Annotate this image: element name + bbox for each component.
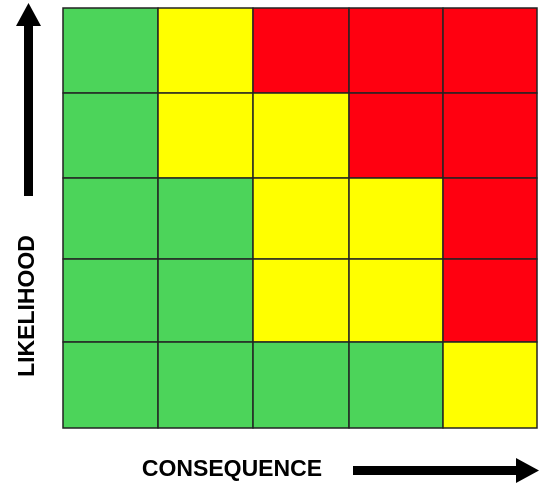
y-axis-label: LIKELIHOOD <box>13 235 39 377</box>
arrow-head <box>516 458 539 483</box>
matrix-cell <box>62 7 159 94</box>
matrix-cell <box>157 341 254 429</box>
matrix-cell <box>157 258 254 343</box>
matrix-cell <box>252 92 350 179</box>
matrix-cell <box>252 177 350 260</box>
matrix-cell <box>442 341 538 429</box>
matrix-cell <box>62 177 159 260</box>
matrix-cell <box>348 92 444 179</box>
matrix-cell <box>252 7 350 94</box>
x-axis-label: CONSEQUENCE <box>142 455 322 481</box>
matrix-cell <box>252 341 350 429</box>
y-arrow <box>16 3 41 196</box>
matrix-cell <box>442 92 538 179</box>
matrix-cell <box>157 177 254 260</box>
matrix-cell <box>252 258 350 343</box>
arrow-shaft <box>24 24 33 196</box>
matrix-cell <box>442 258 538 343</box>
matrix-cell <box>442 7 538 94</box>
matrix-grid <box>62 7 538 429</box>
matrix-cell <box>157 7 254 94</box>
matrix-cell <box>62 258 159 343</box>
matrix-cell <box>62 92 159 179</box>
arrow-shaft <box>353 466 518 475</box>
matrix-cell <box>348 7 444 94</box>
matrix-cell <box>442 177 538 260</box>
matrix-cell <box>62 341 159 429</box>
matrix-cell <box>348 258 444 343</box>
arrow-head <box>16 3 41 26</box>
matrix-cell <box>348 177 444 260</box>
x-arrow <box>353 458 539 483</box>
matrix-cell <box>157 92 254 179</box>
matrix-cell <box>348 341 444 429</box>
